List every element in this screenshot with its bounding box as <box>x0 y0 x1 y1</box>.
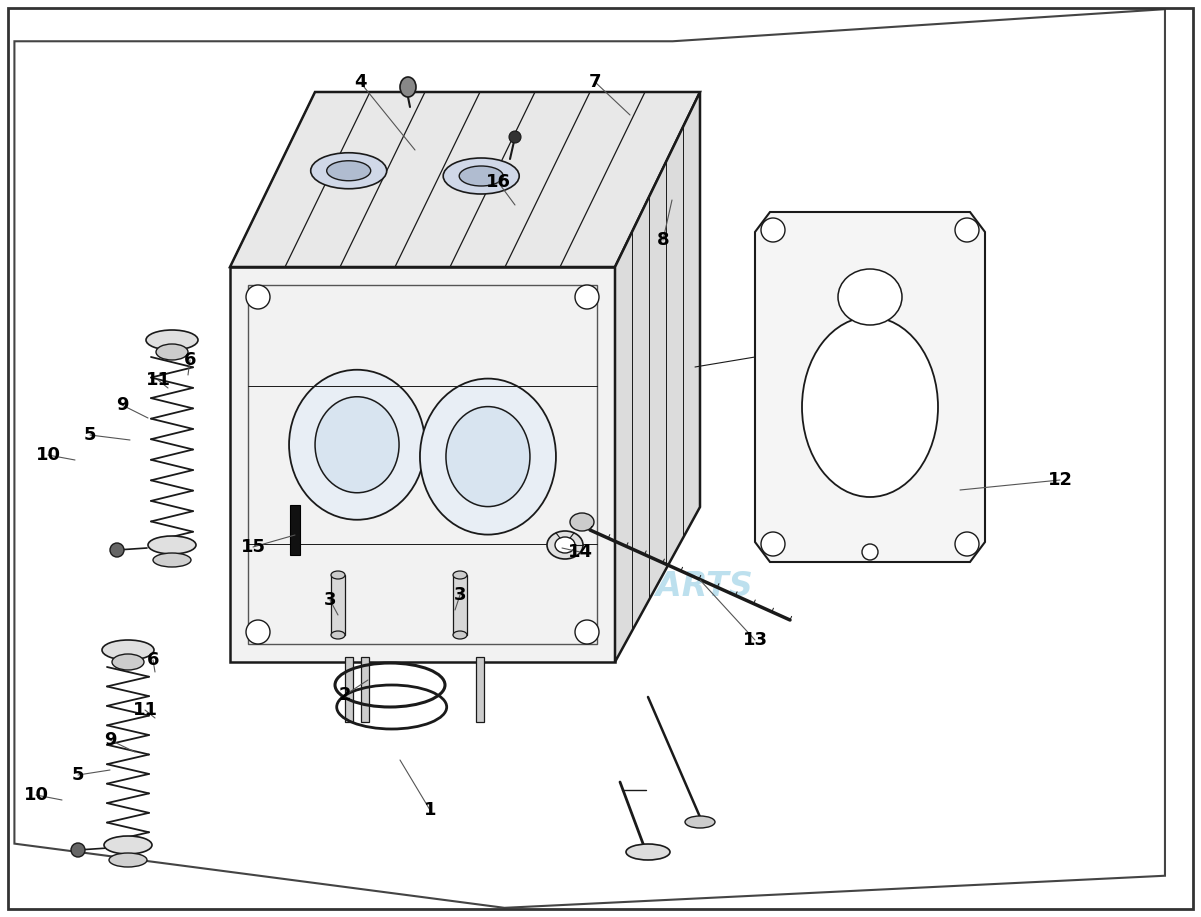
Text: 7: 7 <box>588 73 602 91</box>
Polygon shape <box>362 657 369 722</box>
Text: 12: 12 <box>1047 471 1072 489</box>
Ellipse shape <box>153 553 191 567</box>
Ellipse shape <box>311 153 387 189</box>
Ellipse shape <box>555 537 575 553</box>
Ellipse shape <box>626 844 670 860</box>
Text: 11: 11 <box>132 701 157 719</box>
Polygon shape <box>345 657 353 722</box>
Text: 1: 1 <box>424 801 436 819</box>
Ellipse shape <box>761 218 785 242</box>
Ellipse shape <box>509 131 521 143</box>
Ellipse shape <box>315 397 399 492</box>
Text: 5: 5 <box>72 766 84 784</box>
Ellipse shape <box>156 344 189 360</box>
Ellipse shape <box>955 218 979 242</box>
Ellipse shape <box>685 816 715 828</box>
Ellipse shape <box>420 379 556 535</box>
Ellipse shape <box>459 166 503 186</box>
Ellipse shape <box>453 571 467 579</box>
Polygon shape <box>476 657 484 722</box>
Polygon shape <box>231 92 700 267</box>
Ellipse shape <box>331 631 345 639</box>
Text: 4: 4 <box>354 73 366 91</box>
Polygon shape <box>14 9 1165 908</box>
Ellipse shape <box>246 285 270 309</box>
Text: 16: 16 <box>485 173 510 191</box>
Polygon shape <box>231 267 615 662</box>
Text: GEM: GEM <box>527 485 674 542</box>
Ellipse shape <box>546 531 582 559</box>
Text: 6: 6 <box>147 651 160 669</box>
Text: 11: 11 <box>145 371 171 389</box>
Ellipse shape <box>575 620 599 644</box>
Text: 3: 3 <box>324 591 336 609</box>
Ellipse shape <box>110 543 124 557</box>
Ellipse shape <box>331 571 345 579</box>
Text: 9: 9 <box>103 731 116 749</box>
Ellipse shape <box>453 631 467 639</box>
Text: 14: 14 <box>568 543 592 561</box>
Ellipse shape <box>289 370 425 520</box>
Ellipse shape <box>112 654 144 670</box>
Text: 2: 2 <box>339 686 351 704</box>
Ellipse shape <box>570 513 594 531</box>
Ellipse shape <box>838 269 902 325</box>
Polygon shape <box>755 212 985 562</box>
Text: 5: 5 <box>84 426 96 444</box>
Ellipse shape <box>443 158 519 194</box>
Polygon shape <box>331 575 345 635</box>
Polygon shape <box>453 575 467 635</box>
Ellipse shape <box>104 836 153 854</box>
Ellipse shape <box>327 160 371 181</box>
Polygon shape <box>615 92 700 662</box>
Ellipse shape <box>446 406 530 506</box>
Ellipse shape <box>802 317 938 497</box>
Ellipse shape <box>102 640 154 660</box>
Ellipse shape <box>955 532 979 556</box>
Ellipse shape <box>71 843 85 857</box>
Ellipse shape <box>862 544 878 560</box>
Polygon shape <box>289 505 300 555</box>
Text: MOTORPARTS: MOTORPARTS <box>496 570 753 603</box>
Ellipse shape <box>575 285 599 309</box>
Ellipse shape <box>109 853 147 867</box>
Text: 10: 10 <box>36 446 60 464</box>
Text: 15: 15 <box>240 538 265 556</box>
Ellipse shape <box>246 620 270 644</box>
Ellipse shape <box>761 532 785 556</box>
Text: 8: 8 <box>657 231 669 249</box>
Text: 10: 10 <box>24 786 48 804</box>
Text: 6: 6 <box>184 351 196 369</box>
Ellipse shape <box>148 536 196 554</box>
Ellipse shape <box>147 330 198 350</box>
Ellipse shape <box>400 77 416 97</box>
Text: 9: 9 <box>115 396 129 414</box>
Text: 3: 3 <box>454 586 466 604</box>
Text: 13: 13 <box>742 631 767 649</box>
